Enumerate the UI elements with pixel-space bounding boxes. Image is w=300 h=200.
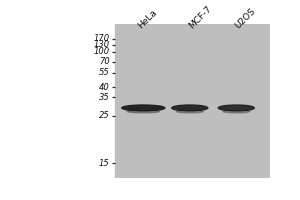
Text: 100: 100 bbox=[94, 47, 109, 56]
Text: 55: 55 bbox=[99, 68, 110, 77]
Text: 40: 40 bbox=[99, 83, 110, 92]
Text: 15: 15 bbox=[99, 159, 110, 168]
Text: 70: 70 bbox=[99, 57, 110, 66]
Text: 170: 170 bbox=[94, 34, 109, 43]
Text: 130: 130 bbox=[94, 40, 109, 49]
Bar bbox=[116, 24, 270, 178]
Text: 25: 25 bbox=[99, 111, 110, 120]
Text: U2OS: U2OS bbox=[233, 6, 257, 30]
Ellipse shape bbox=[127, 110, 159, 113]
Ellipse shape bbox=[172, 105, 208, 111]
Ellipse shape bbox=[176, 110, 203, 113]
Text: HeLa: HeLa bbox=[136, 8, 158, 30]
Text: 35: 35 bbox=[99, 93, 110, 102]
Ellipse shape bbox=[122, 105, 165, 111]
Text: MCF-7: MCF-7 bbox=[187, 4, 213, 30]
Ellipse shape bbox=[223, 110, 250, 113]
Ellipse shape bbox=[218, 105, 254, 111]
